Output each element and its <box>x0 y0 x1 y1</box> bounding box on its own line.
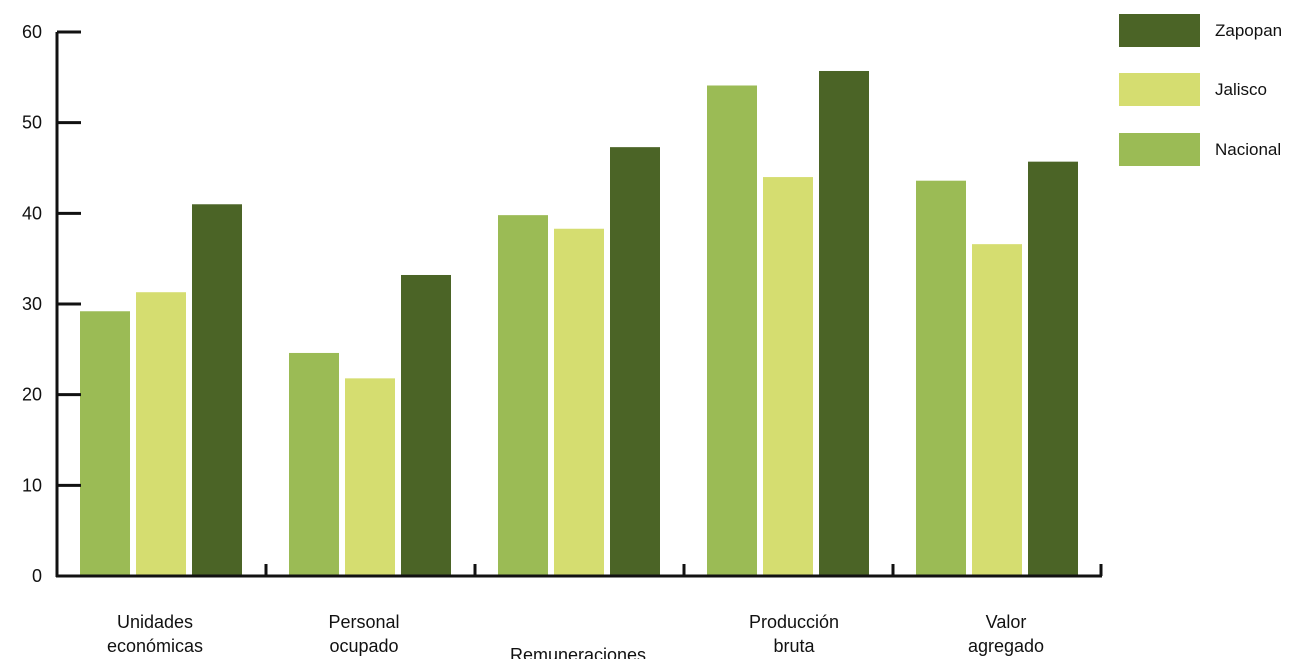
legend-swatch-zapopan <box>1119 14 1200 47</box>
y-tick-label: 10 <box>22 475 42 495</box>
y-tick-label: 0 <box>32 566 42 586</box>
x-category-label: Personal ocupado <box>328 612 399 656</box>
bar-nacional-1 <box>289 352 339 576</box>
bar-zapopan-1 <box>401 274 451 576</box>
legend-swatch-jalisco <box>1119 73 1200 106</box>
bar-jalisco-0 <box>136 292 186 576</box>
bar-zapopan-2 <box>610 147 660 576</box>
bar-zapopan-3 <box>819 70 869 576</box>
legend-swatch-nacional <box>1119 133 1200 166</box>
y-tick-label: 30 <box>22 294 42 314</box>
legend: Zapopan Jalisco Nacional <box>1119 14 1282 166</box>
x-category-labels: Unidades económicas Personal ocupado Remuner… <box>107 612 1044 659</box>
bar-nacional-4 <box>916 180 966 576</box>
y-tick-label: 60 <box>22 22 42 42</box>
bars-group <box>80 70 1078 577</box>
bar-nacional-2 <box>498 215 548 576</box>
legend-label-jalisco: Jalisco <box>1215 80 1267 99</box>
legend-label-zapopan: Zapopan <box>1215 21 1282 40</box>
y-tick-label: 50 <box>22 113 42 133</box>
x-category-label: Producción bruta <box>749 612 839 656</box>
bar-nacional-3 <box>707 85 757 576</box>
bar-jalisco-3 <box>763 177 813 577</box>
bar-zapopan-0 <box>192 204 242 576</box>
axes-group <box>55 30 1103 578</box>
y-tick-label: 20 <box>22 385 42 405</box>
bar-jalisco-2 <box>554 228 604 576</box>
bar-jalisco-1 <box>345 378 395 576</box>
y-tick-labels: 0 10 20 30 40 50 60 <box>22 22 42 586</box>
bar-jalisco-4 <box>972 244 1022 576</box>
x-category-label: Remuneraciones <box>510 645 646 659</box>
x-category-label: Unidades económicas <box>107 612 203 656</box>
bar-zapopan-4 <box>1028 161 1078 577</box>
y-tick-label: 40 <box>22 203 42 223</box>
x-category-label: Valor agregado <box>968 612 1044 656</box>
legend-label-nacional: Nacional <box>1215 140 1281 159</box>
bar-nacional-0 <box>80 311 130 576</box>
